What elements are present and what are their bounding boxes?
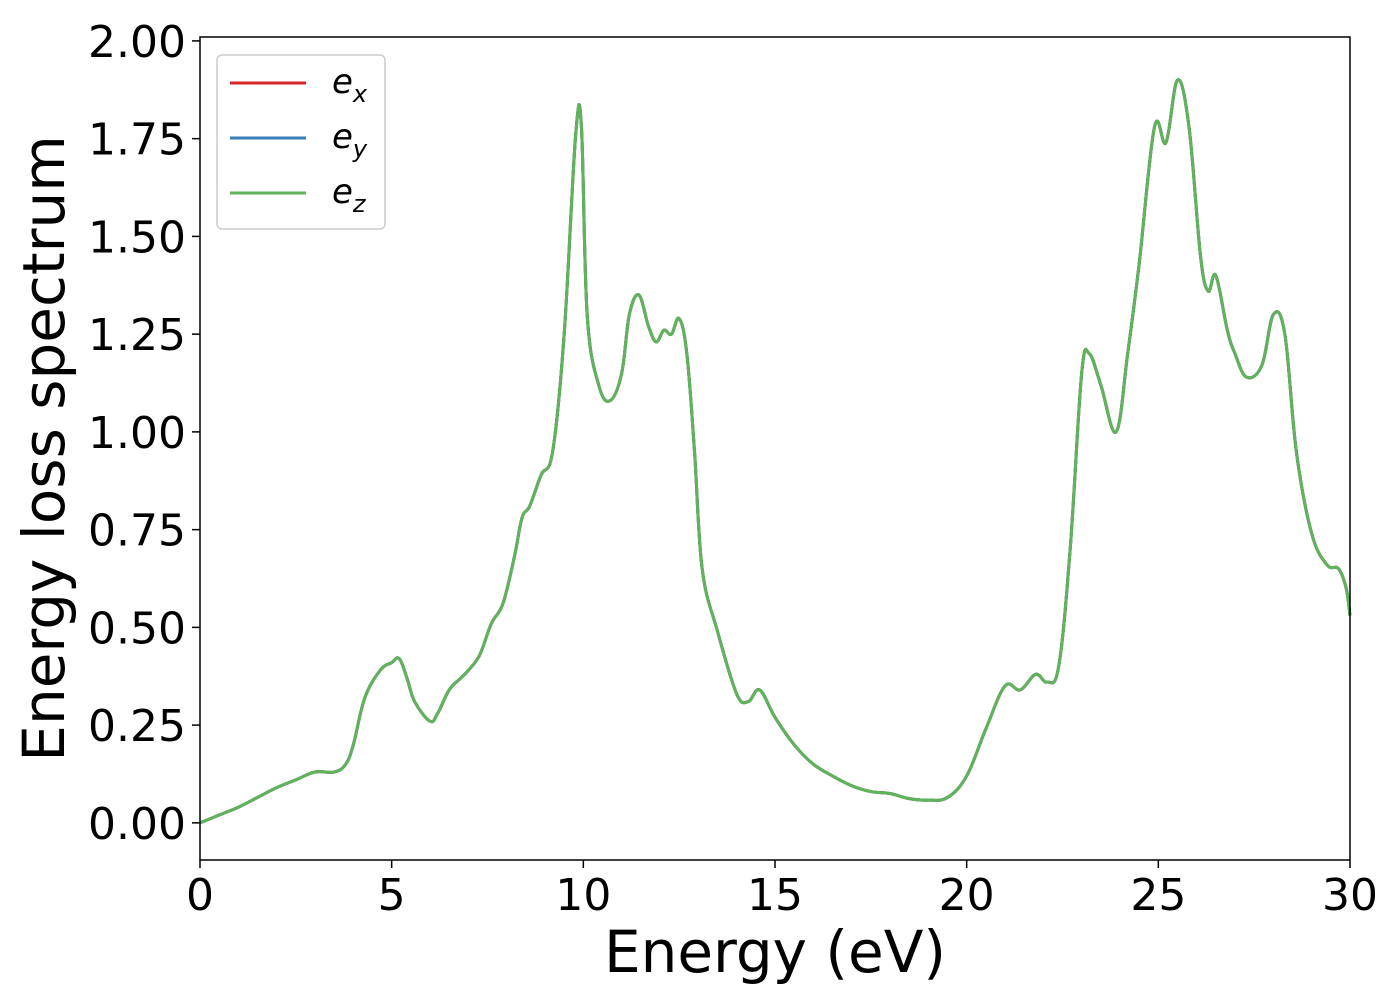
x-tick-label: 15	[747, 870, 803, 921]
y-tick-label: 0.25	[88, 701, 186, 752]
x-axis-title: Energy (eV)	[604, 918, 946, 986]
legend-label-x: ex	[332, 62, 368, 108]
series-line-z	[199, 78, 1352, 825]
x-tick-label: 30	[1322, 870, 1378, 921]
plot-area	[199, 78, 1352, 825]
x-tick-label: 20	[939, 870, 995, 921]
y-tick-label: 1.50	[88, 212, 186, 263]
y-axis: 0.00 0.25 0.50 0.75 1.00 1.25 1.50 1.75 2.00	[88, 17, 200, 850]
plot-frame	[199, 36, 1351, 861]
y-tick-label: 2.00	[88, 17, 186, 68]
y-tick-label: 1.25	[88, 310, 186, 361]
y-axis-title: Energy loss spectrum	[10, 135, 78, 761]
x-axis: 0 5 10 15 20 25 30	[186, 860, 1378, 921]
y-tick-label: 0.75	[88, 506, 186, 557]
x-tick-label: 0	[186, 870, 214, 921]
x-tick-label: 10	[555, 870, 611, 921]
x-tick-label: 25	[1130, 870, 1186, 921]
legend-label-y: ey	[332, 117, 368, 163]
legend-box	[216, 54, 386, 230]
y-tick-label: 1.00	[88, 408, 186, 459]
legend: ex ey ez	[216, 54, 386, 230]
y-tick-label: 1.75	[88, 115, 186, 166]
x-tick-label: 5	[378, 870, 406, 921]
y-tick-label: 0.50	[88, 603, 186, 654]
legend-label-z: ez	[332, 172, 367, 218]
y-tick-label: 0.00	[88, 799, 186, 850]
